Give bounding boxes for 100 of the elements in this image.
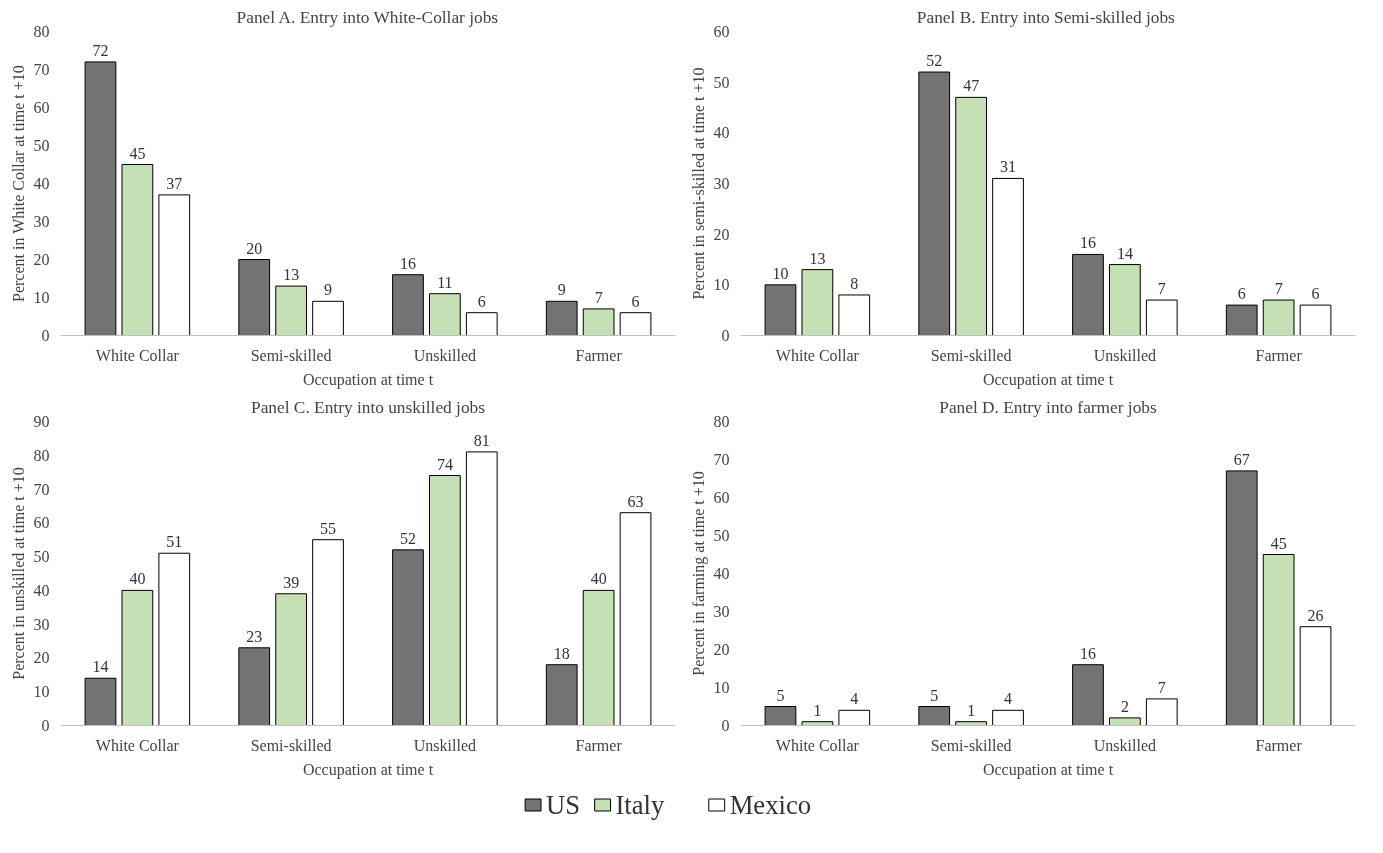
y-tick-label: 30 [713, 175, 730, 192]
data-label: 45 [1270, 534, 1287, 552]
y-tick-label: 50 [33, 137, 50, 154]
data-label: 4 [850, 690, 859, 708]
data-label: 6 [631, 292, 640, 310]
data-label: 6 [1311, 285, 1320, 303]
data-label: 6 [1237, 285, 1246, 303]
y-tick-label: 10 [33, 683, 50, 701]
y-tick-label: 50 [713, 527, 730, 544]
data-label: 7 [594, 288, 603, 306]
data-label: 7 [1157, 280, 1166, 298]
x-tick-label: Unskilled [413, 346, 476, 364]
data-label: 67 [1233, 450, 1250, 468]
x-tick-label: Semi-skilled [250, 736, 332, 754]
x-tick-label: White Collar [95, 346, 180, 364]
data-label: 40 [129, 570, 146, 588]
data-label: 14 [1116, 244, 1133, 262]
x-axis-title: Occupation at time t [982, 370, 1114, 389]
x-tick-label: Farmer [575, 736, 623, 754]
y-axis-title: Percent in semi-skilled at time t +10 [689, 67, 707, 300]
y-axis-title: Percent in White Collar at time t +10 [9, 65, 27, 302]
data-label: 9 [324, 281, 333, 299]
y-tick-label: 40 [713, 124, 730, 142]
data-label: 26 [1307, 606, 1324, 624]
data-label: 2 [1120, 697, 1129, 715]
x-axis-title: Occupation at time t [302, 370, 434, 389]
data-label: 16 [399, 254, 416, 272]
data-label: 1 [967, 701, 976, 719]
y-tick-label: 40 [33, 175, 50, 192]
data-label: 5 [776, 686, 785, 704]
data-label: 9 [557, 281, 566, 299]
y-tick-label: 60 [713, 23, 730, 40]
chart-title: Panel D. Entry into farmer jobs [939, 397, 1158, 417]
x-tick-label: Unskilled [1093, 736, 1156, 754]
data-label: 7 [1157, 678, 1166, 696]
x-tick-label: Semi-skilled [930, 346, 1012, 364]
data-label: 14 [92, 658, 109, 676]
x-axis-title: Occupation at time t [982, 760, 1114, 779]
y-tick-label: 10 [33, 289, 50, 306]
x-tick-label: Farmer [1255, 346, 1303, 364]
y-tick-label: 40 [33, 581, 50, 599]
x-tick-label: Farmer [575, 346, 623, 364]
legend-label: Italy [615, 790, 665, 820]
data-label: 81 [473, 431, 490, 449]
data-label: 7 [1274, 280, 1283, 298]
data-label: 1 [813, 701, 822, 719]
x-tick-label: White Collar [775, 346, 860, 364]
data-label: 5 [930, 686, 939, 704]
chart-title: Panel B. Entry into Semi-skilled jobs [916, 7, 1176, 27]
data-label: 4 [1004, 690, 1013, 708]
data-label: 47 [963, 77, 980, 95]
y-tick-label: 10 [713, 276, 730, 294]
x-tick-label: Unskilled [1093, 346, 1156, 364]
y-tick-label: 50 [33, 548, 50, 566]
data-label: 55 [320, 519, 337, 537]
y-tick-label: 0 [721, 717, 730, 734]
data-label: 63 [627, 492, 644, 510]
data-label: 52 [399, 529, 416, 547]
data-label: 45 [129, 144, 146, 162]
y-axis-title: Percent in farming at time t +10 [689, 471, 708, 676]
data-label: 6 [477, 292, 486, 310]
y-tick-label: 10 [713, 679, 730, 696]
y-tick-label: 0 [721, 327, 730, 344]
data-label: 23 [246, 627, 263, 645]
y-tick-label: 70 [713, 451, 730, 468]
data-label: 8 [850, 274, 859, 292]
data-label: 10 [772, 264, 789, 282]
data-label: 20 [246, 239, 263, 257]
x-tick-label: Semi-skilled [930, 736, 1012, 754]
data-label: 18 [553, 644, 570, 662]
data-label: 37 [166, 174, 183, 192]
y-tick-label: 70 [33, 480, 50, 498]
data-label: 52 [926, 52, 943, 70]
data-label: 72 [92, 41, 109, 59]
data-label: 13 [809, 249, 826, 267]
x-tick-label: Farmer [1255, 736, 1303, 754]
y-tick-label: 60 [33, 99, 50, 116]
legend-label: Mexico [729, 790, 812, 820]
data-label: 16 [1079, 644, 1096, 662]
x-axis-title: Occupation at time t [302, 760, 434, 779]
y-tick-label: 80 [33, 23, 50, 40]
data-label: 11 [437, 273, 453, 291]
data-label: 16 [1079, 234, 1096, 252]
y-tick-label: 40 [713, 565, 730, 582]
y-tick-label: 80 [713, 413, 730, 430]
y-tick-label: 50 [713, 73, 730, 91]
y-tick-label: 0 [41, 717, 50, 734]
y-tick-label: 20 [33, 251, 50, 268]
data-label: 39 [283, 573, 300, 591]
chart-title: Panel C. Entry into unskilled jobs [251, 397, 486, 417]
data-label: 51 [166, 533, 183, 551]
data-label: 40 [590, 570, 607, 588]
y-tick-label: 30 [33, 615, 50, 633]
y-tick-label: 20 [713, 225, 730, 243]
data-label: 13 [283, 266, 300, 284]
data-label: 31 [1000, 158, 1017, 176]
chart-title: Panel A. Entry into White-Collar jobs [236, 7, 499, 27]
legend-label: US [546, 790, 581, 820]
y-axis-title: Percent in unskilled at time t +10 [9, 467, 27, 680]
y-tick-label: 0 [41, 327, 50, 344]
